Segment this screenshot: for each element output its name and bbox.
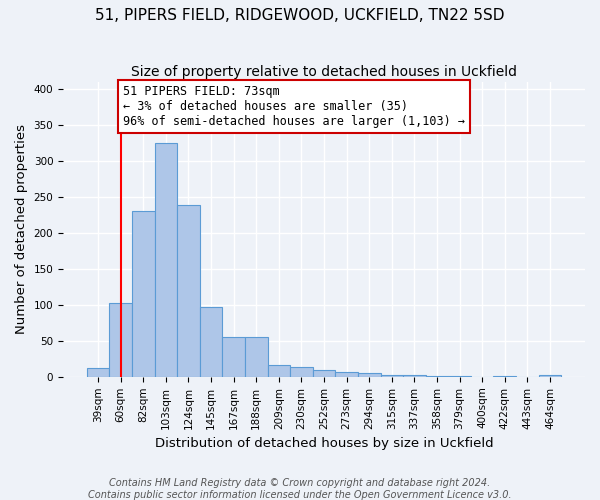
- Bar: [109, 304, 132, 377]
- Y-axis label: Number of detached properties: Number of detached properties: [15, 124, 28, 334]
- Text: 51 PIPERS FIELD: 73sqm
← 3% of detached houses are smaller (35)
96% of semi-deta: 51 PIPERS FIELD: 73sqm ← 3% of detached …: [123, 85, 465, 128]
- Bar: [290, 366, 313, 377]
- Bar: [268, 366, 290, 377]
- Bar: [539, 374, 561, 377]
- Bar: [448, 376, 471, 377]
- Bar: [87, 368, 109, 377]
- Bar: [223, 337, 245, 377]
- Bar: [200, 307, 223, 377]
- Bar: [403, 376, 425, 377]
- Title: Size of property relative to detached houses in Uckfield: Size of property relative to detached ho…: [131, 65, 517, 79]
- Text: 51, PIPERS FIELD, RIDGEWOOD, UCKFIELD, TN22 5SD: 51, PIPERS FIELD, RIDGEWOOD, UCKFIELD, T…: [95, 8, 505, 22]
- X-axis label: Distribution of detached houses by size in Uckfield: Distribution of detached houses by size …: [155, 437, 493, 450]
- Text: Contains HM Land Registry data © Crown copyright and database right 2024.
Contai: Contains HM Land Registry data © Crown c…: [88, 478, 512, 500]
- Bar: [177, 206, 200, 377]
- Bar: [380, 374, 403, 377]
- Bar: [493, 376, 516, 377]
- Bar: [132, 211, 155, 377]
- Bar: [245, 337, 268, 377]
- Bar: [155, 143, 177, 377]
- Bar: [335, 372, 358, 377]
- Bar: [425, 376, 448, 377]
- Bar: [313, 370, 335, 377]
- Bar: [358, 373, 380, 377]
